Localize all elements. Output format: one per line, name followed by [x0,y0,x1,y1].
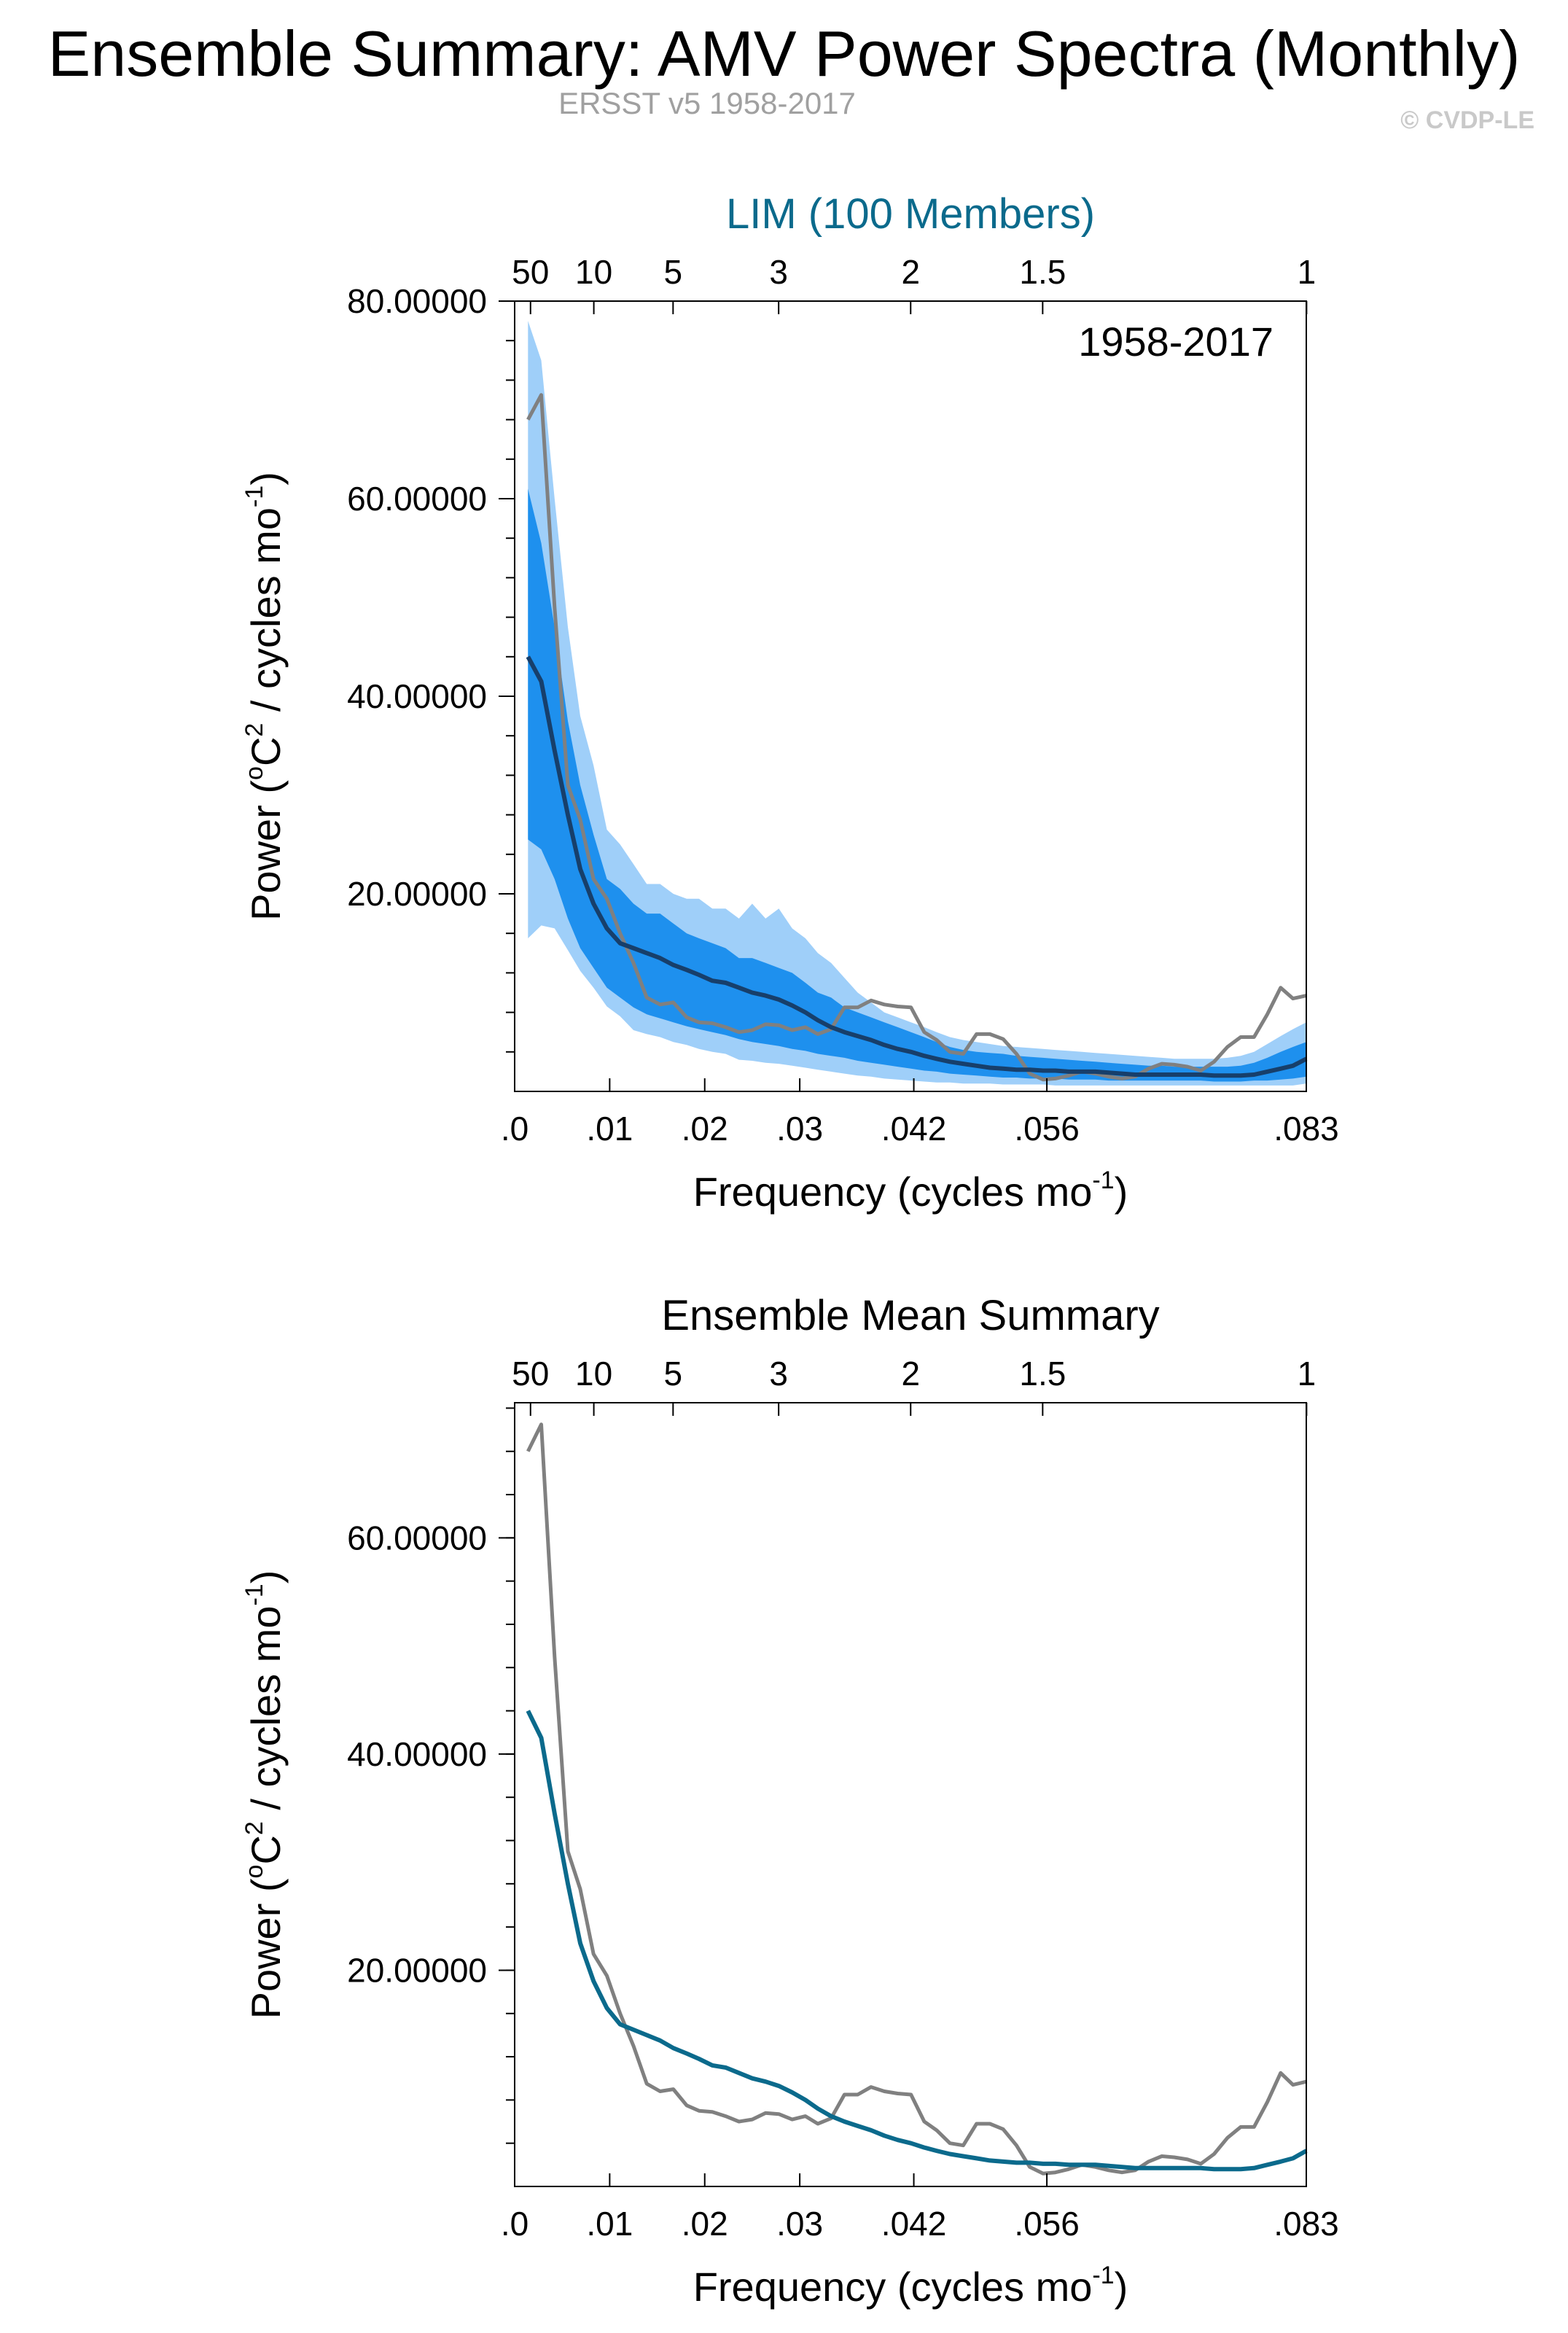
panel-2: .0 .01 .02 .03 .042 .056 .083 50 10 5 3 2 1.5 1 20.000… [241,1292,1339,2310]
top-tick-label: 3 [769,253,788,291]
top-tick-label: 1 [1298,253,1317,291]
x-axis-label-text: Frequency (cycles mo [693,1169,1093,1215]
x-tick-label: .056 [1014,1110,1080,1148]
y-axis-label-superscript: o [241,766,268,780]
x-tick-label: .01 [586,1110,633,1148]
observed-line [526,393,1307,1082]
x-tick-label: .0 [501,1110,528,1148]
figure-subtitle: ERSST v5 1958-2017 [558,86,856,120]
y-axis-label-superscript: 2 [241,723,268,737]
x-tick-label: .03 [776,2205,823,2243]
y-axis-label: Power (oC2 / cycles mo-1) [241,472,289,921]
y-axis-label: Power (oC2 / cycles mo-1) [241,1570,289,2020]
top-tick-label: 5 [664,253,683,291]
y-tick-label: 80.00000 [347,282,487,320]
top-tick-label: 50 [512,1355,549,1393]
top-tick-label: 10 [575,253,612,291]
x-tick-label: .01 [586,2205,633,2243]
ensemble-mean-line [526,655,1308,1078]
y-tick-label: 40.00000 [347,677,487,715]
x-axis-label: Frequency (cycles mo-1) [693,1166,1128,1215]
y-tick-label: 60.00000 [347,480,487,518]
panel-title: Ensemble Mean Summary [661,1292,1159,1339]
top-tick-label: 3 [769,1355,788,1393]
x-tick-label: .083 [1273,2205,1339,2243]
y-axis-label-text: Power ( [243,1878,289,2019]
ensemble-mean-summary-line [526,1710,1308,2172]
credit-label: © CVDP-LE [1400,106,1534,134]
x-axis-label-superscript: -1 [1092,1166,1114,1194]
y-axis-label-text: Power ( [243,780,289,921]
x-tick-label: .042 [881,1110,947,1148]
plot-frame [514,1402,1307,2187]
top-tick-label: 50 [512,253,549,291]
y-tick-label: 20.00000 [347,1951,487,1989]
x-tick-label: .0 [501,2205,528,2243]
top-tick-label: 1.5 [1019,253,1066,291]
x-axis-label-close: ) [1115,2264,1128,2310]
top-tick-label: 1 [1298,1355,1317,1393]
y-tick-label: 40.00000 [347,1735,487,1773]
figure-title: Ensemble Summary: AMV Power Spectra (Mon… [47,17,1521,90]
y-axis-label-superscript: 2 [241,1821,268,1835]
x-axis-label-text: Frequency (cycles mo [693,2264,1093,2310]
x-axis-label-close: ) [1115,1169,1128,1215]
y-axis-label-text: ) [243,472,289,486]
observed-line [526,1422,1307,2176]
y-axis-label-text: / cycles mo [243,1606,289,1822]
x-tick-label: .02 [682,1110,728,1148]
y-axis-label-text: ) [243,1570,289,1584]
top-tick-label: 2 [901,253,920,291]
y-axis-label-text: / cycles mo [243,507,289,723]
period-annotation: 1958-2017 [1078,319,1273,365]
y-axis-label-superscript: o [241,1865,268,1879]
top-tick-label: 2 [901,1355,920,1393]
x-tick-label: .03 [776,1110,823,1148]
y-axis-label-superscript: -1 [241,1584,268,1605]
x-tick-label: .056 [1014,2205,1080,2243]
x-tick-label: .02 [682,2205,728,2243]
x-axis-label: Frequency (cycles mo-1) [693,2262,1128,2310]
x-axis-label-superscript: -1 [1092,2262,1114,2289]
top-tick-label: 5 [664,1355,683,1393]
top-tick-label: 1.5 [1019,1355,1066,1393]
x-tick-label: .042 [881,2205,947,2243]
panel-1: .0 .01 .02 .03 .042 .056 .083 50 10 5 3 2 1.5 1 20.000… [241,190,1339,1215]
top-tick-label: 10 [575,1355,612,1393]
y-tick-label: 60.00000 [347,1519,487,1557]
panel-title: LIM (100 Members) [726,190,1095,238]
y-axis-label-text: C [243,1835,289,1864]
y-tick-label: 20.00000 [347,875,487,913]
x-tick-label: .083 [1273,1110,1339,1148]
y-axis-label-text: C [243,737,289,766]
y-axis-label-superscript: -1 [241,486,268,507]
